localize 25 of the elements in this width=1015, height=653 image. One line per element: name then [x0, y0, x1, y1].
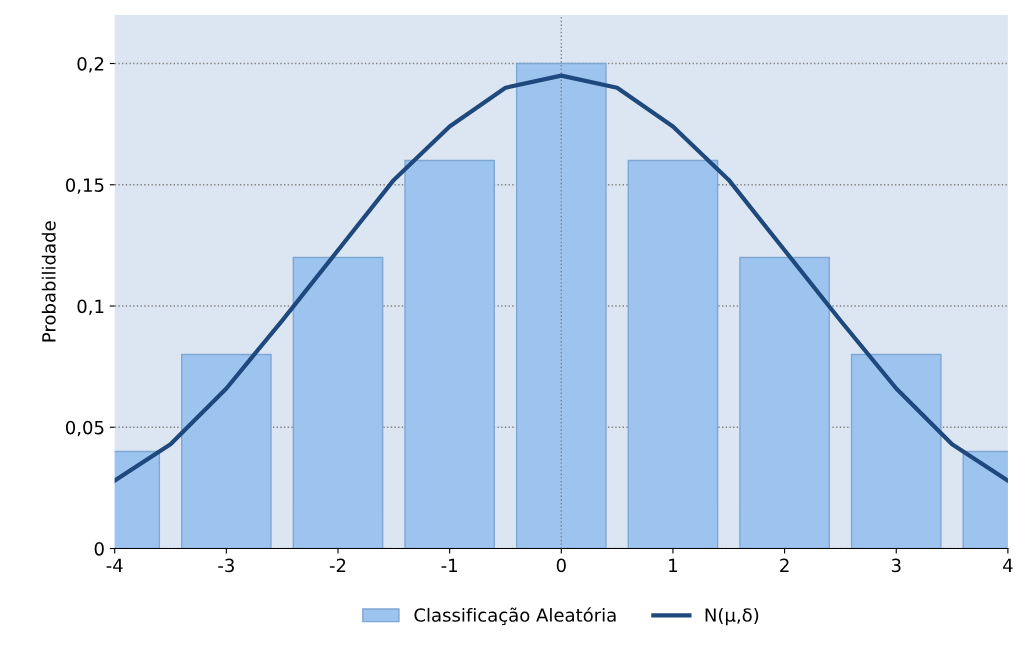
bar — [850, 353, 942, 549]
bar — [292, 256, 384, 549]
y-tick-label: 0,2 — [77, 56, 104, 73]
y-axis-title: Probabilidade — [41, 221, 56, 342]
legend-label: Classificação Aleatória — [414, 607, 616, 626]
y-tick-label: 0,05 — [65, 420, 104, 437]
bar — [627, 159, 719, 549]
bar — [404, 159, 496, 549]
x-tick-label: -1 — [441, 558, 457, 572]
y-tick-label: 0,15 — [65, 178, 104, 194]
x-tick-label: 4 — [1003, 558, 1013, 572]
x-tick-label: 0 — [556, 558, 566, 573]
bar — [515, 62, 607, 549]
y-tick-label: 0 — [94, 541, 104, 556]
legend-label: N(μ,δ) — [705, 607, 759, 626]
x-tick-label: 3 — [891, 558, 901, 573]
x-tick-label: 1 — [669, 558, 678, 572]
x-tick-label: -3 — [218, 558, 234, 573]
line-series — [114, 73, 1008, 483]
x-tick-label: -4 — [106, 558, 123, 572]
bar — [739, 256, 830, 549]
x-tick-label: 2 — [780, 558, 789, 572]
y-tick-label: 0,1 — [77, 299, 104, 315]
x-tick-label: -2 — [329, 558, 346, 572]
bar — [180, 353, 272, 549]
